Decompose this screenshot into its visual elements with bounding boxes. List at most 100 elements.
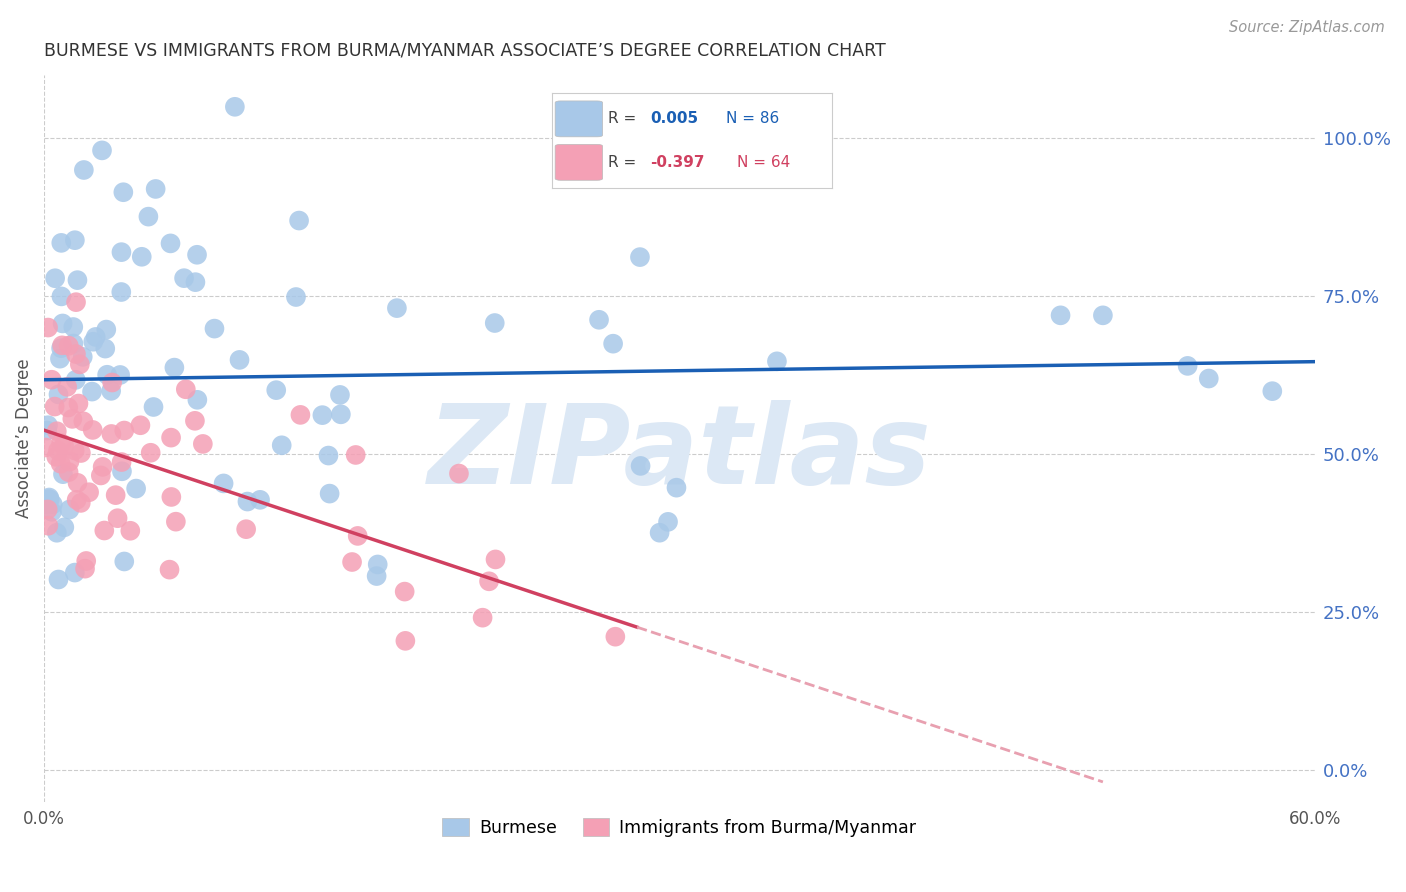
Point bbox=[72, 414, 94, 428]
Point bbox=[447, 467, 470, 481]
Point bbox=[48, 387, 70, 401]
Point bbox=[72, 350, 94, 364]
Point bbox=[44, 271, 66, 285]
Point bbox=[165, 515, 187, 529]
Point bbox=[329, 407, 352, 421]
Point bbox=[73, 163, 96, 178]
Point bbox=[142, 400, 165, 414]
Point bbox=[56, 380, 79, 394]
Point bbox=[249, 492, 271, 507]
Point bbox=[160, 431, 183, 445]
Point bbox=[37, 502, 59, 516]
Point bbox=[65, 295, 87, 310]
Point bbox=[630, 458, 652, 473]
Point bbox=[45, 525, 67, 540]
Point bbox=[67, 396, 90, 410]
Point bbox=[91, 459, 114, 474]
Point bbox=[112, 554, 135, 568]
Point bbox=[37, 492, 59, 507]
Point bbox=[101, 376, 124, 390]
Point bbox=[163, 360, 186, 375]
Point bbox=[1177, 359, 1199, 373]
Point bbox=[34, 441, 56, 455]
Point bbox=[285, 290, 308, 304]
Point bbox=[340, 555, 363, 569]
Point bbox=[63, 566, 86, 580]
Point bbox=[318, 449, 340, 463]
Point bbox=[65, 347, 87, 361]
Point bbox=[212, 476, 235, 491]
Point bbox=[385, 301, 408, 315]
Point bbox=[775, 144, 797, 158]
Point bbox=[62, 320, 84, 334]
Point bbox=[108, 368, 131, 382]
Point bbox=[37, 418, 59, 433]
Point bbox=[288, 213, 311, 227]
Point bbox=[471, 610, 494, 624]
Point bbox=[366, 569, 388, 583]
Point bbox=[628, 250, 651, 264]
Point bbox=[665, 481, 688, 495]
Point bbox=[49, 457, 72, 471]
Point bbox=[602, 336, 624, 351]
Point bbox=[1261, 384, 1284, 399]
Point bbox=[69, 496, 91, 510]
Point bbox=[120, 524, 142, 538]
Point bbox=[159, 236, 181, 251]
Point bbox=[131, 250, 153, 264]
Point bbox=[657, 515, 679, 529]
Point bbox=[104, 488, 127, 502]
Point bbox=[52, 467, 75, 482]
Point bbox=[311, 408, 333, 422]
Point bbox=[53, 438, 76, 452]
Legend: Burmese, Immigrants from Burma/Myanmar: Burmese, Immigrants from Burma/Myanmar bbox=[436, 812, 924, 844]
Point bbox=[62, 336, 84, 351]
Point bbox=[58, 401, 80, 415]
Point bbox=[52, 317, 75, 331]
Point bbox=[173, 271, 195, 285]
Point bbox=[648, 525, 671, 540]
Point bbox=[394, 584, 416, 599]
Point bbox=[51, 436, 73, 450]
Point bbox=[73, 562, 96, 576]
Point bbox=[290, 408, 312, 422]
Point bbox=[110, 455, 132, 469]
Point bbox=[125, 482, 148, 496]
Point bbox=[46, 443, 69, 458]
Point bbox=[44, 400, 66, 414]
Point bbox=[318, 486, 340, 500]
Point bbox=[112, 424, 135, 438]
Point bbox=[110, 285, 132, 299]
Point bbox=[1091, 309, 1114, 323]
Point bbox=[69, 357, 91, 371]
Point bbox=[82, 334, 104, 349]
Point bbox=[66, 475, 89, 490]
Point bbox=[1049, 309, 1071, 323]
Point bbox=[605, 630, 627, 644]
Point bbox=[191, 437, 214, 451]
Point bbox=[77, 485, 100, 500]
Point bbox=[35, 497, 58, 511]
Point bbox=[264, 383, 287, 397]
Point bbox=[42, 497, 65, 511]
Point bbox=[346, 529, 368, 543]
Point bbox=[367, 558, 389, 572]
Point bbox=[45, 450, 67, 464]
Point bbox=[329, 388, 352, 402]
Point bbox=[48, 573, 70, 587]
Point bbox=[82, 423, 104, 437]
Point bbox=[90, 468, 112, 483]
Point bbox=[51, 338, 73, 352]
Point bbox=[60, 412, 83, 426]
Point bbox=[80, 384, 103, 399]
Point bbox=[58, 502, 80, 516]
Point bbox=[270, 438, 292, 452]
Point bbox=[41, 505, 63, 519]
Point bbox=[37, 518, 59, 533]
Point bbox=[58, 454, 80, 468]
Point bbox=[35, 424, 58, 438]
Point bbox=[394, 633, 416, 648]
Text: BURMESE VS IMMIGRANTS FROM BURMA/MYANMAR ASSOCIATE’S DEGREE CORRELATION CHART: BURMESE VS IMMIGRANTS FROM BURMA/MYANMAR… bbox=[44, 42, 886, 60]
Point bbox=[145, 182, 167, 196]
Point bbox=[111, 464, 134, 478]
